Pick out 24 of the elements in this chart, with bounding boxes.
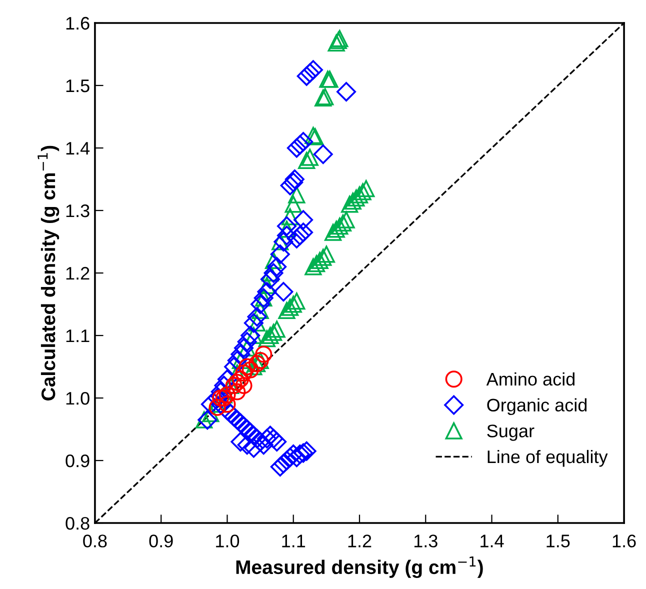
x-tick-label: 0.8 (83, 534, 107, 548)
x-tick-label: 1.3 (414, 534, 438, 548)
y-tick-label: 0.8 (66, 516, 90, 530)
y-tick-label: 1.6 (66, 16, 90, 30)
y-axis-title: Calculated density (g cm$^{−1}$) (38, 146, 60, 400)
x-tick-label: 1.5 (546, 534, 570, 548)
x-tick-label: 0.9 (149, 534, 173, 548)
y-tick-label: 1.4 (66, 142, 90, 155)
legend-label: Organic acid (487, 398, 587, 416)
legend-label: Amino acid (486, 372, 574, 386)
y-tick-label: 1.0 (66, 392, 90, 405)
x-tick-label: 1.6 (612, 534, 636, 548)
legend-label: Sugar (487, 424, 534, 441)
x-axis-title: Measured density (g cm$^{−1}$) (236, 556, 483, 578)
x-tick-label: 1.4 (480, 534, 504, 548)
y-tick-label: 0.9 (66, 454, 90, 468)
y-tick-label: 1.2 (66, 266, 90, 280)
y-tick-label: 1.1 (66, 330, 90, 342)
x-tick-label: 1.1 (282, 534, 306, 548)
y-tick-label: 1.3 (66, 204, 90, 218)
x-tick-label: 1.0 (216, 534, 240, 548)
legend-label: Line of equality (488, 450, 608, 467)
x-tick-label: 1.2 (348, 534, 372, 548)
y-tick-label: 1.5 (66, 80, 90, 92)
